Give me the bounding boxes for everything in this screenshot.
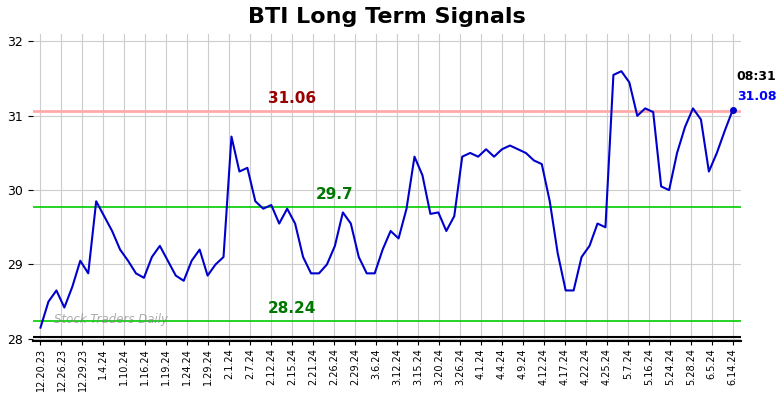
Text: Stock Traders Daily: Stock Traders Daily — [54, 312, 168, 326]
Text: 28.24: 28.24 — [268, 301, 317, 316]
Text: 08:31: 08:31 — [737, 70, 776, 83]
Text: 31.06: 31.06 — [268, 91, 316, 106]
Title: BTI Long Term Signals: BTI Long Term Signals — [248, 7, 525, 27]
Text: 29.7: 29.7 — [315, 187, 353, 202]
Text: 31.08: 31.08 — [737, 90, 776, 103]
